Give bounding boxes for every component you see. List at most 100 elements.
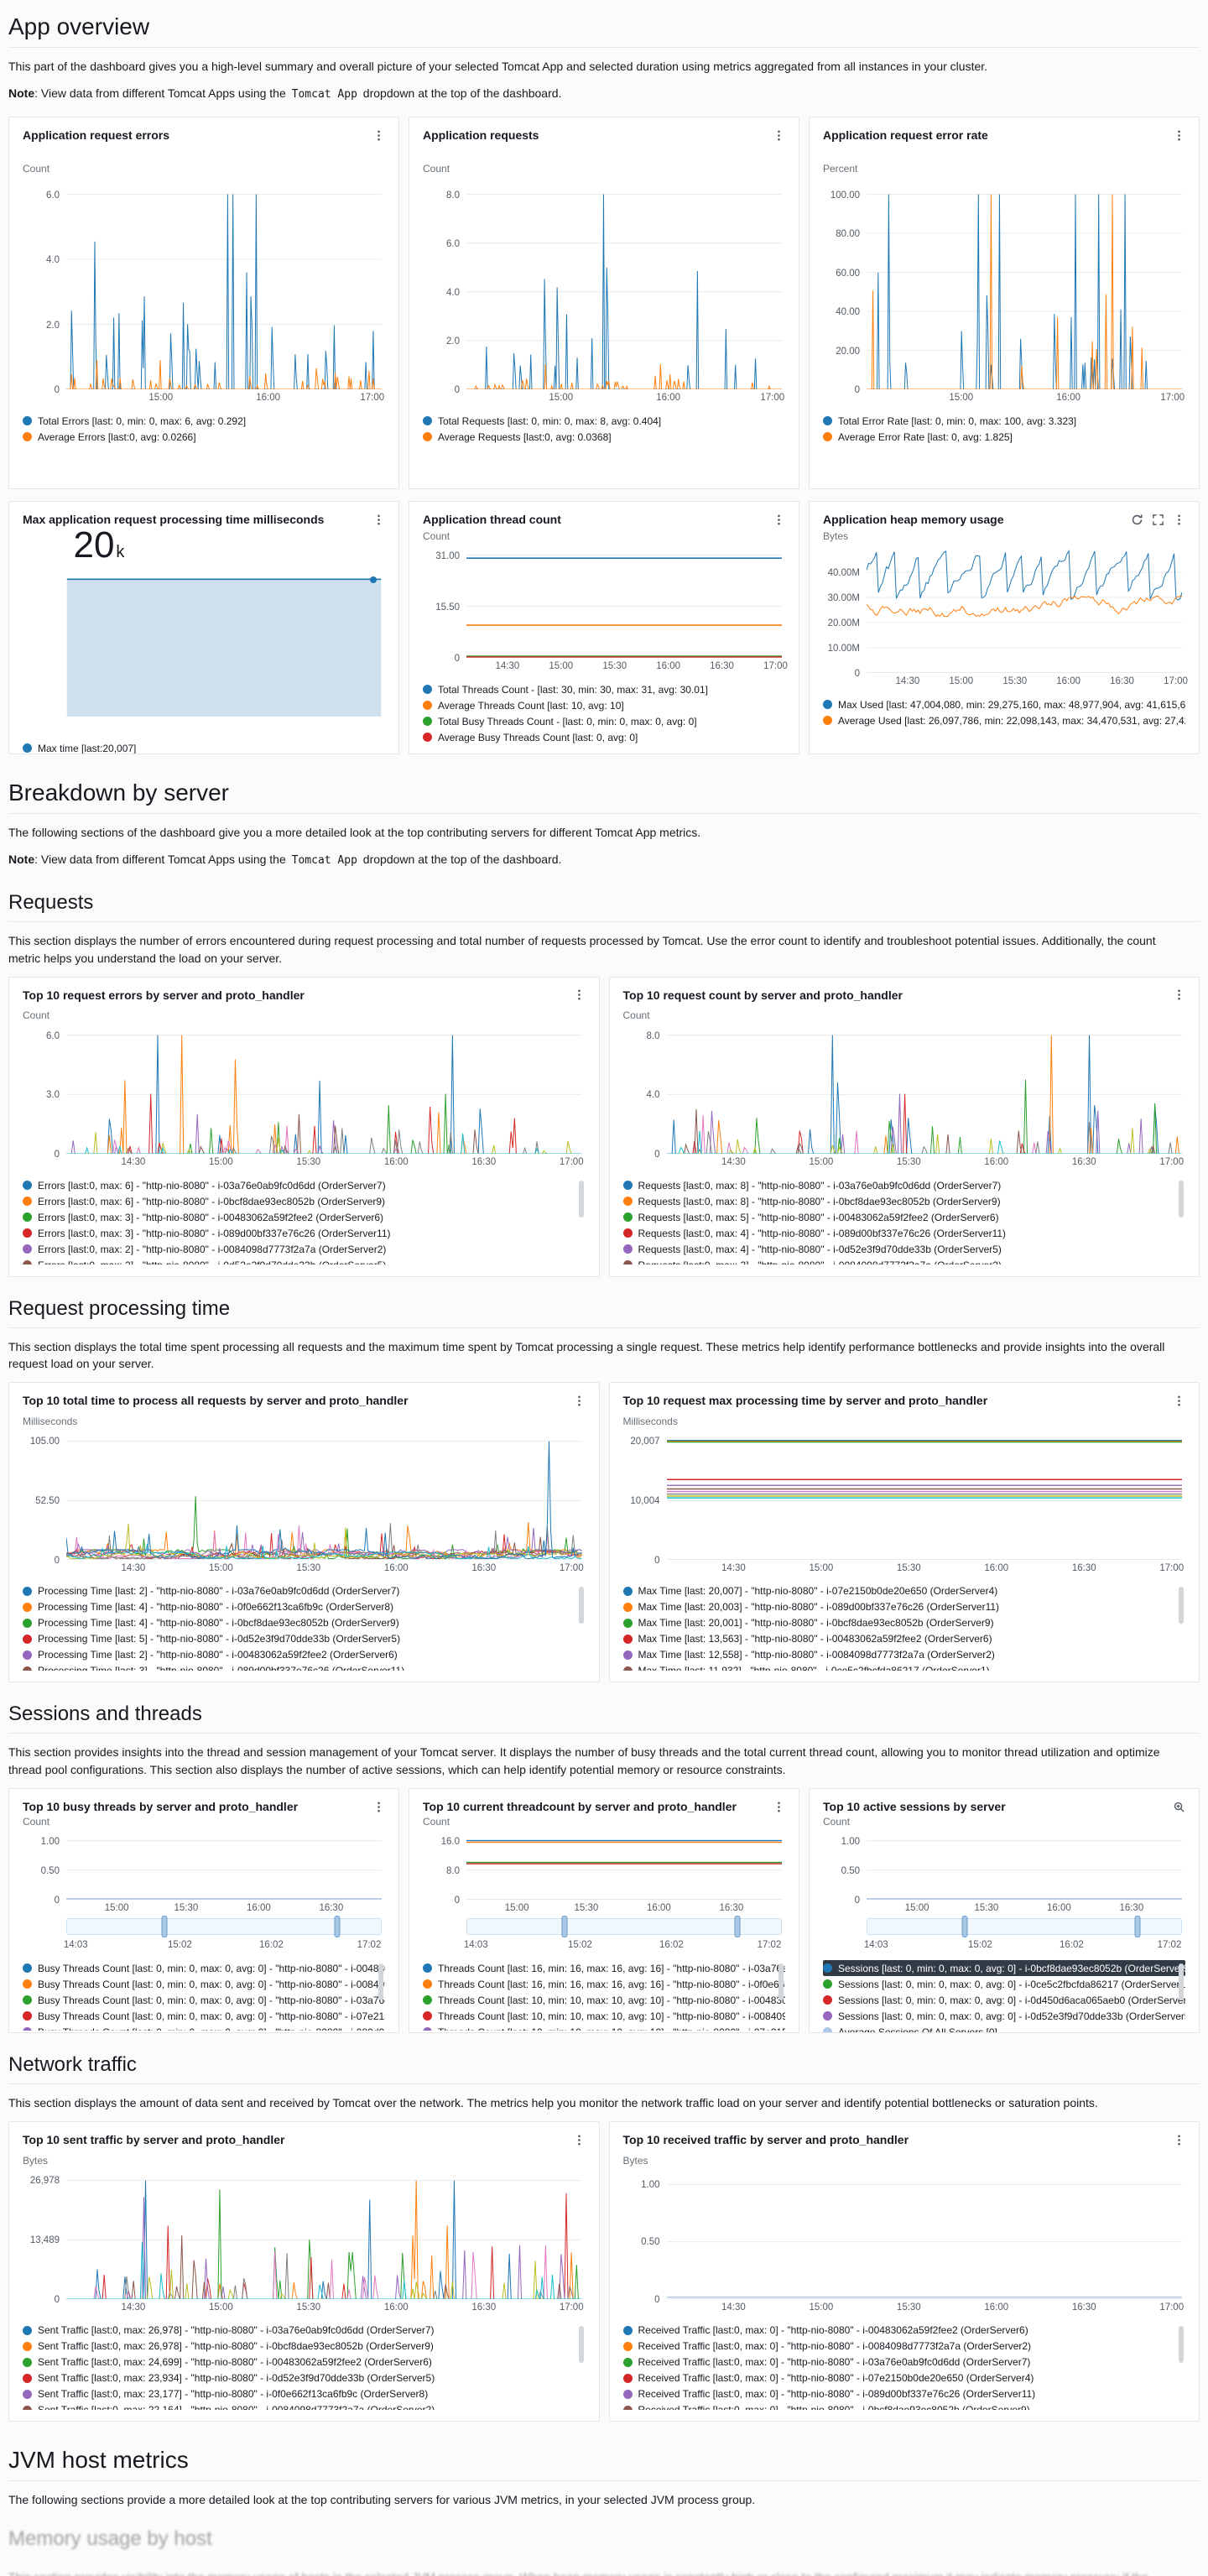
slider-handle[interactable] bbox=[734, 1916, 741, 1938]
expand-icon[interactable] bbox=[1152, 512, 1164, 527]
legend-item[interactable]: Average Error Rate [last: 0, avg: 1.825] bbox=[823, 429, 1185, 445]
legend-item[interactable]: Sent Traffic [last:0, max: 24,699] - "ht… bbox=[23, 2354, 586, 2370]
legend-item[interactable]: Processing Time [last: 2] - "http-nio-80… bbox=[23, 1583, 586, 1599]
legend-item[interactable]: Requests [last:0, max: 4] - "http-nio-80… bbox=[622, 1225, 1186, 1241]
slider-handle[interactable] bbox=[1134, 1916, 1141, 1938]
legend-item[interactable]: Errors [last:0, max: 6] - "http-nio-8080… bbox=[23, 1177, 586, 1193]
kebab-icon[interactable] bbox=[573, 988, 586, 1003]
time-range-slider[interactable]: 14:03 15:02 16:02 17:02 bbox=[864, 1916, 1182, 1953]
legend-item[interactable]: Requests [last:0, max: 5] - "http-nio-80… bbox=[622, 1209, 1186, 1225]
legend-item[interactable]: Average Errors [last:0, avg: 0.0266] bbox=[23, 429, 385, 445]
legend-item[interactable]: Total Error Rate [last: 0, min: 0, max: … bbox=[823, 413, 1185, 429]
legend-item[interactable]: Max time [last:20,007] bbox=[23, 740, 385, 754]
legend-scrollbar[interactable] bbox=[578, 1586, 584, 1624]
legend-item[interactable]: Received Traffic [last:0, max: 0] - "htt… bbox=[622, 2370, 1186, 2386]
legend-item[interactable]: Errors [last:0, max: 2] - "http-nio-8080… bbox=[23, 1241, 586, 1257]
kebab-icon[interactable] bbox=[773, 1799, 785, 1814]
legend-item[interactable]: Threads Count [last: 10, min: 10, max: 1… bbox=[423, 2008, 785, 2024]
legend-item[interactable]: Received Traffic [last:0, max: 0] - "htt… bbox=[622, 2323, 1186, 2339]
legend-item[interactable]: Errors [last:0, max: 2] - "http-nio-8080… bbox=[23, 1257, 586, 1265]
kebab-icon[interactable] bbox=[372, 128, 385, 143]
legend-item[interactable]: Threads Count [last: 16, min: 16, max: 1… bbox=[423, 1976, 785, 1992]
kebab-icon[interactable] bbox=[372, 1799, 385, 1814]
legend-item[interactable]: Max Time [last: 20,003] - "http-nio-8080… bbox=[622, 1599, 1186, 1615]
legend-item[interactable]: Requests [last:0, max: 3] - "http-nio-80… bbox=[622, 1257, 1186, 1265]
legend-item[interactable]: Busy Threads Count [last: 0, min: 0, max… bbox=[23, 2008, 385, 2024]
legend-item[interactable]: Threads Count [last: 10, min: 10, max: 1… bbox=[423, 1992, 785, 2008]
legend-item[interactable]: Errors [last:0, max: 6] - "http-nio-8080… bbox=[23, 1193, 586, 1209]
slider-track[interactable] bbox=[66, 1916, 382, 1938]
legend-item[interactable]: Processing Time [last: 2] - "http-nio-80… bbox=[23, 1647, 586, 1663]
legend-item[interactable]: Total Busy Threads Count - [last: 0, min… bbox=[423, 713, 785, 729]
legend-item[interactable]: Sessions [last: 0, min: 0, max: 0, avg: … bbox=[823, 1960, 1185, 1977]
legend-item[interactable]: Processing Time [last: 4] - "http-nio-80… bbox=[23, 1599, 586, 1615]
legend-item[interactable]: Average Busy Threads Count [last: 0, avg… bbox=[423, 729, 785, 745]
legend-item[interactable]: Sent Traffic [last:0, max: 26,978] - "ht… bbox=[23, 2339, 586, 2354]
zoom-icon[interactable] bbox=[1173, 1799, 1185, 1814]
slider-handle[interactable] bbox=[961, 1916, 968, 1938]
kebab-icon[interactable] bbox=[1173, 128, 1185, 143]
slider-handle[interactable] bbox=[334, 1916, 341, 1938]
legend-item[interactable]: Average Requests [last:0, avg: 0.0368] bbox=[423, 429, 785, 445]
legend-scrollbar[interactable] bbox=[1179, 1963, 1184, 2001]
legend-item[interactable]: Sessions [last: 0, min: 0, max: 0, avg: … bbox=[823, 1992, 1185, 2008]
slider-handle[interactable] bbox=[561, 1916, 568, 1938]
kebab-icon[interactable] bbox=[1173, 1393, 1185, 1408]
time-range-slider[interactable]: 14:03 15:02 16:02 17:02 bbox=[464, 1916, 782, 1953]
legend-scrollbar[interactable] bbox=[1179, 2325, 1184, 2363]
kebab-icon[interactable] bbox=[773, 128, 785, 143]
legend-item[interactable]: Sent Traffic [last:0, max: 22,164] - "ht… bbox=[23, 2402, 586, 2410]
kebab-icon[interactable] bbox=[773, 512, 785, 527]
legend-item[interactable]: Sent Traffic [last:0, max: 23,934] - "ht… bbox=[23, 2370, 586, 2386]
kebab-icon[interactable] bbox=[1173, 512, 1185, 527]
legend-item[interactable]: Busy Threads Count [last: 0, min: 0, max… bbox=[23, 1992, 385, 2008]
legend-scrollbar[interactable] bbox=[378, 1963, 383, 2001]
legend-item[interactable]: Sessions [last: 0, min: 0, max: 0, avg: … bbox=[823, 1976, 1185, 1992]
slider-track[interactable] bbox=[466, 1916, 782, 1938]
legend-item[interactable]: Total Threads Count - [last: 30, min: 30… bbox=[423, 681, 785, 697]
legend-item[interactable]: Errors [last:0, max: 3] - "http-nio-8080… bbox=[23, 1209, 586, 1225]
legend-item[interactable]: Max Time [last: 13,563] - "http-nio-8080… bbox=[622, 1631, 1186, 1647]
legend-item[interactable]: Sent Traffic [last:0, max: 23,177] - "ht… bbox=[23, 2386, 586, 2402]
legend-item[interactable]: Threads Count [last: 10, min: 10, max: 1… bbox=[423, 2024, 785, 2031]
legend-item[interactable]: Max Time [last: 11,932] - "http-nio-8080… bbox=[622, 1663, 1186, 1671]
legend-item[interactable]: Processing Time [last: 3] - "http-nio-80… bbox=[23, 1663, 586, 1671]
legend-item[interactable]: Received Traffic [last:0, max: 0] - "htt… bbox=[622, 2386, 1186, 2402]
legend-item[interactable]: Average Used [last: 26,097,786, min: 22,… bbox=[823, 712, 1185, 728]
legend-item[interactable]: Requests [last:0, max: 8] - "http-nio-80… bbox=[622, 1193, 1186, 1209]
legend-scrollbar[interactable] bbox=[778, 1963, 784, 2001]
legend-item[interactable]: Requests [last:0, max: 8] - "http-nio-80… bbox=[622, 1177, 1186, 1193]
legend-scrollbar[interactable] bbox=[1179, 1586, 1184, 1624]
legend-item[interactable]: Max Time [last: 20,007] - "http-nio-8080… bbox=[622, 1583, 1186, 1599]
time-range-slider[interactable]: 14:03 15:02 16:02 17:02 bbox=[64, 1916, 382, 1953]
legend-item[interactable]: Max Used [last: 47,004,080, min: 29,275,… bbox=[823, 696, 1185, 712]
legend-item[interactable]: Received Traffic [last:0, max: 0] - "htt… bbox=[622, 2339, 1186, 2354]
legend-item[interactable]: Sent Traffic [last:0, max: 26,978] - "ht… bbox=[23, 2323, 586, 2339]
legend-item[interactable]: Received Traffic [last:0, max: 0] - "htt… bbox=[622, 2354, 1186, 2370]
legend-item[interactable]: Processing Time [last: 4] - "http-nio-80… bbox=[23, 1615, 586, 1631]
legend-item[interactable]: Average Sessions Of All Servers [0] bbox=[823, 2024, 1185, 2033]
legend-item[interactable]: Busy Threads Count [last: 0, min: 0, max… bbox=[23, 2024, 385, 2031]
slider-handle[interactable] bbox=[161, 1916, 168, 1938]
legend-scrollbar[interactable] bbox=[578, 2325, 584, 2363]
kebab-icon[interactable] bbox=[1173, 2132, 1185, 2147]
legend-scrollbar[interactable] bbox=[1179, 1181, 1184, 1218]
legend-item[interactable]: Total Errors [last: 0, min: 0, max: 6, a… bbox=[23, 413, 385, 429]
kebab-icon[interactable] bbox=[573, 2132, 586, 2147]
legend-item[interactable]: Average Threads Count [last: 10, avg: 10… bbox=[423, 697, 785, 713]
legend-item[interactable]: Busy Threads Count [last: 0, min: 0, max… bbox=[23, 1960, 385, 1976]
legend-scrollbar[interactable] bbox=[578, 1181, 584, 1218]
kebab-icon[interactable] bbox=[372, 512, 385, 527]
kebab-icon[interactable] bbox=[573, 1393, 586, 1408]
legend-item[interactable]: Max Time [last: 12,558] - "http-nio-8080… bbox=[622, 1647, 1186, 1663]
legend-item[interactable]: Busy Threads Count [last: 0, min: 0, max… bbox=[23, 1976, 385, 1992]
legend-item[interactable]: Total Requests [last: 0, min: 0, max: 8,… bbox=[423, 413, 785, 429]
slider-track[interactable] bbox=[867, 1916, 1182, 1938]
legend-item[interactable]: Processing Time [last: 5] - "http-nio-80… bbox=[23, 1631, 586, 1647]
legend-item[interactable]: Requests [last:0, max: 4] - "http-nio-80… bbox=[622, 1241, 1186, 1257]
legend-item[interactable]: Sessions [last: 0, min: 0, max: 0, avg: … bbox=[823, 2008, 1185, 2024]
refresh-icon[interactable] bbox=[1131, 512, 1143, 527]
legend-item[interactable]: Threads Count [last: 16, min: 16, max: 1… bbox=[423, 1960, 785, 1976]
kebab-icon[interactable] bbox=[1173, 988, 1185, 1003]
legend-item[interactable]: Errors [last:0, max: 3] - "http-nio-8080… bbox=[23, 1225, 586, 1241]
